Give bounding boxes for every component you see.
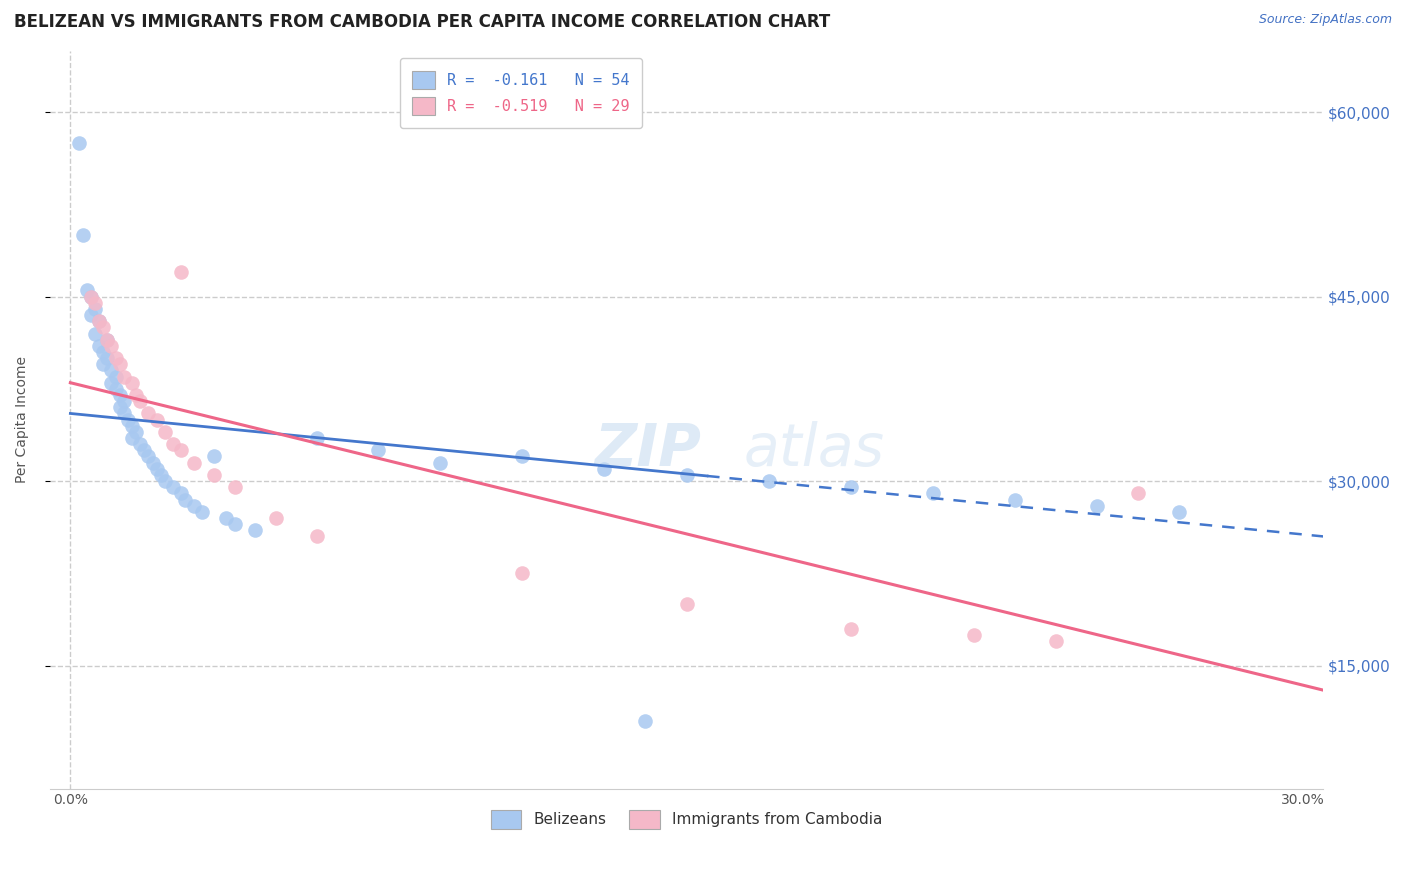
Point — [108, 401, 131, 415]
Point — [125, 388, 148, 402]
Point — [80, 290, 103, 304]
Point — [183, 499, 205, 513]
Point — [145, 462, 167, 476]
Point — [121, 376, 143, 390]
Point — [117, 412, 139, 426]
Point — [108, 388, 131, 402]
Point — [224, 480, 246, 494]
Point — [91, 345, 114, 359]
Point — [134, 443, 156, 458]
Point — [1085, 499, 1108, 513]
Point — [1045, 634, 1067, 648]
Point — [96, 333, 118, 347]
Point — [138, 450, 160, 464]
Text: BELIZEAN VS IMMIGRANTS FROM CAMBODIA PER CAPITA INCOME CORRELATION CHART: BELIZEAN VS IMMIGRANTS FROM CAMBODIA PER… — [14, 13, 831, 31]
Point — [100, 339, 122, 353]
Point — [91, 357, 114, 371]
Point — [675, 467, 697, 482]
Text: ZIP: ZIP — [595, 421, 702, 477]
Point — [84, 301, 107, 316]
Point — [80, 308, 103, 322]
Point — [129, 437, 152, 451]
Text: Source: ZipAtlas.com: Source: ZipAtlas.com — [1258, 13, 1392, 27]
Point — [84, 326, 107, 341]
Point — [170, 265, 193, 279]
Point — [170, 486, 193, 500]
Point — [121, 418, 143, 433]
Point — [162, 480, 184, 494]
Point — [922, 486, 945, 500]
Point — [510, 566, 533, 581]
Point — [112, 369, 135, 384]
Point — [100, 363, 122, 377]
Point — [89, 314, 111, 328]
Point — [634, 714, 657, 728]
Point — [153, 474, 176, 488]
Legend: Belizeans, Immigrants from Cambodia: Belizeans, Immigrants from Cambodia — [484, 802, 890, 836]
Point — [170, 443, 193, 458]
Point — [112, 394, 135, 409]
Point — [129, 394, 152, 409]
Point — [429, 456, 451, 470]
Point — [215, 511, 238, 525]
Point — [245, 523, 267, 537]
Point — [1168, 505, 1191, 519]
Point — [96, 333, 118, 347]
Point — [162, 437, 184, 451]
Point — [839, 622, 862, 636]
Point — [1004, 492, 1026, 507]
Point — [141, 456, 163, 470]
Point — [305, 529, 328, 543]
Point — [153, 425, 176, 439]
Point — [149, 467, 172, 482]
Point — [84, 295, 107, 310]
Point — [104, 382, 127, 396]
Point — [80, 290, 103, 304]
Point — [224, 517, 246, 532]
Y-axis label: Per Capita Income: Per Capita Income — [15, 356, 30, 483]
Point — [183, 456, 205, 470]
Point — [367, 443, 389, 458]
Point — [174, 492, 197, 507]
Point — [138, 407, 160, 421]
Text: atlas: atlas — [744, 421, 884, 477]
Point — [104, 369, 127, 384]
Point — [89, 339, 111, 353]
Point — [125, 425, 148, 439]
Point — [839, 480, 862, 494]
Point — [96, 351, 118, 365]
Point — [758, 474, 780, 488]
Point — [145, 412, 167, 426]
Point — [202, 450, 225, 464]
Point — [108, 357, 131, 371]
Point — [104, 351, 127, 365]
Point — [89, 314, 111, 328]
Point — [593, 462, 616, 476]
Point — [72, 228, 94, 243]
Point — [264, 511, 287, 525]
Point — [76, 284, 98, 298]
Point — [191, 505, 214, 519]
Point — [202, 467, 225, 482]
Point — [67, 136, 90, 150]
Point — [675, 597, 697, 611]
Point — [112, 407, 135, 421]
Point — [100, 376, 122, 390]
Point — [1128, 486, 1150, 500]
Point — [121, 431, 143, 445]
Point — [510, 450, 533, 464]
Point — [963, 628, 986, 642]
Point — [305, 431, 328, 445]
Point — [91, 320, 114, 334]
